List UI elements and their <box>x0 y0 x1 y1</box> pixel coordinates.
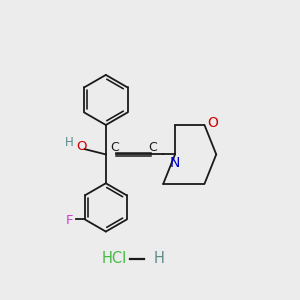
Text: F: F <box>66 214 74 226</box>
Text: HCl: HCl <box>102 251 127 266</box>
Text: O: O <box>76 140 86 153</box>
Text: C: C <box>148 141 157 154</box>
Text: H: H <box>65 136 74 148</box>
Text: H: H <box>153 251 164 266</box>
Text: O: O <box>207 116 218 130</box>
Text: N: N <box>170 156 180 170</box>
Text: C: C <box>111 141 119 154</box>
